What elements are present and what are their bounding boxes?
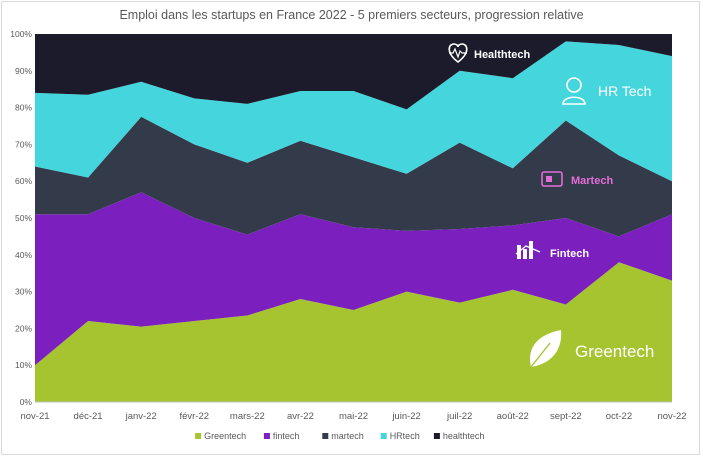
annotation-martech: Martech (571, 175, 613, 187)
x-tick-label: nov-22 (657, 411, 686, 422)
legend-swatch (380, 433, 387, 439)
bar-chart-icon-2 (523, 249, 527, 259)
greentech-badge: Greentech (529, 330, 654, 368)
area-layers (35, 34, 672, 402)
x-tick-label: mars-22 (230, 411, 265, 422)
x-tick-label: déc-21 (74, 411, 103, 422)
x-tick-label: mai-22 (339, 411, 368, 422)
y-tick-label: 60% (15, 176, 32, 186)
annotation-fintech: Fintech (550, 248, 589, 260)
legend-swatch (322, 433, 329, 439)
area-martech (35, 116, 672, 237)
y-tick-label: 20% (15, 323, 32, 333)
user-body-icon (562, 96, 586, 105)
x-tick-label: nov-21 (20, 411, 49, 422)
legend: Greentech fintech martech HRtech healthtech (195, 431, 484, 441)
area-greentech (35, 262, 672, 402)
x-tick-label: janv-22 (125, 411, 157, 422)
hrtech-badge: HR Tech (562, 77, 651, 105)
x-tick-label: avr-22 (287, 411, 314, 422)
x-tick-label: août-22 (497, 411, 529, 422)
user-headset-icon (566, 77, 582, 93)
fintech-badge: Fintech (515, 241, 589, 260)
y-tick-label: 80% (15, 103, 32, 113)
chart-title: Emploi dans les startups en France 2022 … (119, 8, 584, 22)
x-tick-label: sept-22 (550, 411, 582, 422)
trend-line-icon (515, 245, 541, 255)
legend-swatch (195, 433, 202, 439)
x-tick-label: févr-22 (179, 411, 209, 422)
y-tick-label: 100% (10, 29, 32, 39)
legend-label: Greentech (204, 431, 246, 441)
healthtech-badge: Healthtech (448, 43, 531, 64)
megaphone-detail-icon (546, 176, 552, 182)
leaf-stem-icon (530, 342, 551, 368)
annotation-hrtech: HR Tech (598, 83, 651, 99)
legend-label: healthtech (443, 431, 485, 441)
megaphone-icon (541, 171, 563, 187)
x-tick-label: juin-22 (391, 411, 421, 422)
area-healthtech (35, 34, 672, 110)
y-tick-label: 40% (15, 250, 32, 260)
y-tick-label: 70% (15, 139, 32, 149)
x-axis: nov-21 déc-21 janv-22 févr-22 mars-22 avr-22 m… (20, 401, 687, 422)
annotation-healthtech: Healthtech (474, 49, 531, 61)
bar-chart-icon-3 (529, 241, 533, 259)
area-hrtech (35, 41, 672, 182)
legend-swatch (263, 433, 270, 439)
y-tick-label: 90% (15, 66, 32, 76)
x-tick-label: oct-22 (606, 411, 632, 422)
y-tick-label: 10% (15, 360, 32, 370)
y-tick-label: 30% (15, 287, 32, 297)
legend-label: HRtech (390, 431, 420, 441)
legend-swatch (433, 433, 440, 439)
y-tick-label: 0% (20, 397, 33, 407)
y-axis: 0% 10% 20% 30% 40% 50% 60% 70% 80% 90% 100% (10, 29, 32, 407)
y-tick-label: 50% (15, 213, 32, 223)
legend-label: fintech (273, 431, 300, 441)
legend-label: martech (331, 431, 364, 441)
x-tick-label: juil-22 (446, 411, 472, 422)
annotation-greentech: Greentech (575, 342, 654, 361)
heart-pulse-icon (448, 43, 468, 64)
area-fintech (35, 192, 672, 366)
pulse-line-icon (449, 47, 467, 59)
martech-badge: Martech (541, 171, 613, 187)
